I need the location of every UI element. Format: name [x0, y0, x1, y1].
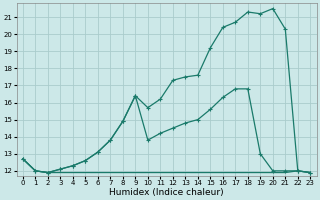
X-axis label: Humidex (Indice chaleur): Humidex (Indice chaleur)	[109, 188, 224, 197]
